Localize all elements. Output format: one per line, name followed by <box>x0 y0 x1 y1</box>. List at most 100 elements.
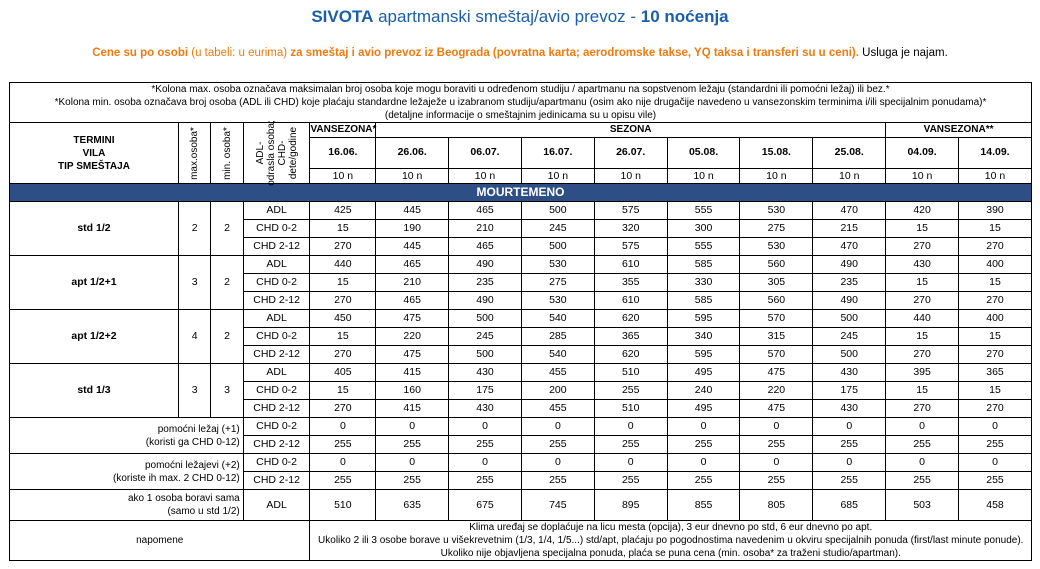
date-header: 26.07. <box>593 136 668 170</box>
price-cell: 255 <box>375 471 450 490</box>
price-cell: 200 <box>520 381 595 400</box>
price-cell: 365 <box>958 363 1032 382</box>
price-cell: 575 <box>593 201 668 220</box>
nights-header: 10 n <box>666 168 741 184</box>
price-cell: 15 <box>885 219 959 238</box>
notes-cell: *Kolona max. osoba označava maksimalan b… <box>9 82 1032 123</box>
season-sezona: SEZONA <box>375 122 887 138</box>
max-header: max.osoba* <box>177 122 212 184</box>
tip-label: TIP SMEŠTAJA <box>58 160 130 172</box>
price-cell: 420 <box>885 201 959 220</box>
price-cell: 530 <box>520 255 595 274</box>
price-cell: 0 <box>375 453 450 472</box>
price-cell: 500 <box>448 345 522 364</box>
table-row: pomoćni ležajevi (+2) (koriste ih max. 2 … <box>9 453 1032 490</box>
date-header: 16.06. <box>309 136 377 170</box>
extra-bed-label-1: pomoćni ležaj (+1) <box>157 423 240 435</box>
guest-type: CHD 0-2 <box>242 381 311 400</box>
price-cell: 320 <box>593 219 668 238</box>
section-title: MOURTEMENO <box>9 183 1032 202</box>
price-cell: 395 <box>885 363 959 382</box>
adl-label-4: dete/godine <box>287 126 299 180</box>
price-cell: 495 <box>666 363 741 382</box>
table-row: std 1/3 3 3 ADL 405 415 430 455 510 495 475 430 395 3… <box>9 363 1032 418</box>
price-cell: 0 <box>593 417 668 436</box>
table-row: CHD 0-2 15 160 175 200 255 240 220 175 15 15 <box>10 381 1032 400</box>
price-cell: 570 <box>739 345 814 364</box>
price-cell: 270 <box>958 345 1032 364</box>
price-cell: 685 <box>812 489 887 521</box>
nights-header: 10 n <box>593 168 668 184</box>
date-header: 14.09. <box>958 136 1032 170</box>
price-cell: 285 <box>520 327 595 346</box>
table-row: CHD 2-12 270 465 490 530 610 585 560 490 270 270 <box>10 291 1032 310</box>
price-cell: 470 <box>812 237 887 256</box>
price-cell: 275 <box>739 219 814 238</box>
dates-row: 16.06. 26.06. 06.07. 16.07. 26.07. 05.08. 15.0… <box>10 136 1032 170</box>
price-cell: 540 <box>520 309 595 328</box>
title-destination: SIVOTA <box>311 7 374 26</box>
nights-header: 10 n <box>520 168 595 184</box>
guest-type: CHD 0-2 <box>242 327 311 346</box>
price-cell: 270 <box>958 237 1032 256</box>
vila-label: VILA <box>82 147 106 159</box>
price-cell: 475 <box>375 309 450 328</box>
single-label-1: ako 1 osoba boravi sama <box>127 493 240 504</box>
price-cell: 555 <box>666 201 741 220</box>
price-cell: 270 <box>309 237 377 256</box>
min-persons: 3 <box>210 363 244 418</box>
price-cell: 255 <box>375 435 450 454</box>
price-cell: 585 <box>666 255 741 274</box>
price-cell: 745 <box>520 489 595 521</box>
price-cell: 330 <box>666 273 741 292</box>
price-cell: 805 <box>739 489 814 521</box>
type-header: ADL-odrasla osoba; CHD-dete/godine <box>242 120 311 186</box>
price-cell: 445 <box>375 201 450 220</box>
price-cell: 465 <box>375 255 450 274</box>
price-cell: 895 <box>593 489 668 521</box>
price-cell: 390 <box>958 201 1032 220</box>
min-label: min. osoba* <box>221 126 233 180</box>
price-cell: 430 <box>448 363 522 382</box>
price-cell: 0 <box>885 417 959 436</box>
page-title: SIVOTA apartmanski smeštaj/avio prevoz -… <box>0 6 1040 28</box>
price-cell: 595 <box>666 345 741 364</box>
price-cell: 235 <box>448 273 522 292</box>
price-cell: 0 <box>309 453 377 472</box>
napomene-line: Ukoliko nije objavljena specijalna ponud… <box>440 548 901 559</box>
price-cell: 255 <box>812 471 887 490</box>
price-cell: 0 <box>958 417 1032 436</box>
price-cell: 255 <box>309 471 377 490</box>
price-cell: 160 <box>375 381 450 400</box>
price-cell: 490 <box>812 255 887 274</box>
nights-header: 10 n <box>375 168 450 184</box>
nights-header: 10 n <box>309 168 377 184</box>
guest-type: CHD 0-2 <box>242 453 311 472</box>
price-cell: 245 <box>520 219 595 238</box>
price-cell: 15 <box>958 273 1032 292</box>
price-cell: 15 <box>309 219 377 238</box>
price-cell: 415 <box>375 363 450 382</box>
guest-type: CHD 2-12 <box>242 291 311 310</box>
price-cell: 240 <box>666 381 741 400</box>
date-header: 26.06. <box>375 136 450 170</box>
price-cell: 400 <box>958 309 1032 328</box>
price-cell: 270 <box>885 291 959 310</box>
price-cell: 300 <box>666 219 741 238</box>
price-cell: 15 <box>309 273 377 292</box>
price-cell: 500 <box>812 309 887 328</box>
price-cell: 465 <box>375 291 450 310</box>
price-cell: 455 <box>520 399 595 418</box>
price-cell: 440 <box>885 309 959 328</box>
price-cell: 0 <box>812 453 887 472</box>
price-cell: 175 <box>448 381 522 400</box>
note-details: (detaljne informacije o smeštajnim jedin… <box>384 110 657 121</box>
price-cell: 595 <box>666 309 741 328</box>
price-cell: 355 <box>593 273 668 292</box>
nights-header: 10 n <box>958 168 1032 184</box>
min-persons: 2 <box>210 309 244 364</box>
price-cell: 575 <box>593 237 668 256</box>
accommodation-name: apt 1/2+1 <box>9 255 179 310</box>
price-cell: 270 <box>885 237 959 256</box>
price-cell: 465 <box>448 237 522 256</box>
